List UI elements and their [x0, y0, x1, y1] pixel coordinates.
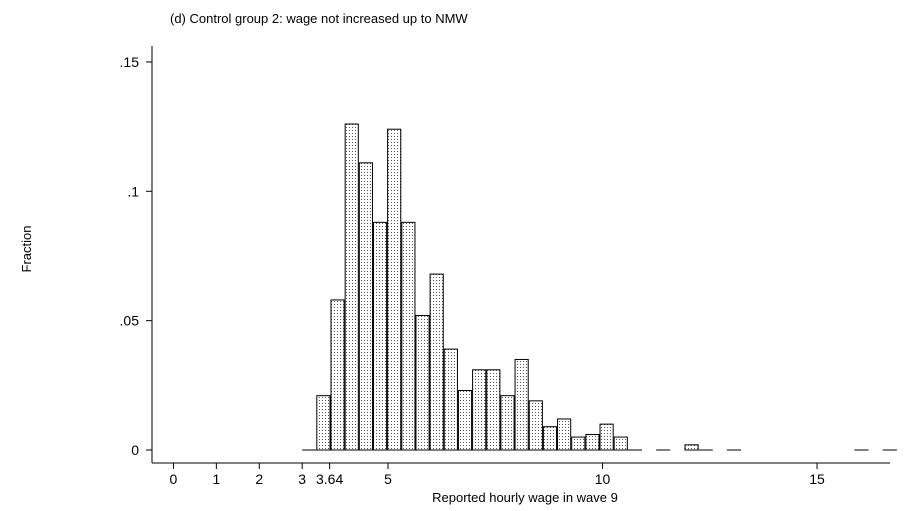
bars-group [302, 123, 897, 451]
histogram-bar [344, 123, 359, 451]
histogram-bar [443, 348, 458, 451]
chart-title: (d) Control group 2: wage not increased … [170, 11, 468, 26]
x-tick-label: 1 [212, 471, 220, 487]
histogram-bar [613, 436, 628, 451]
x-axis-label: Reported hourly wage in wave 9 [432, 490, 618, 505]
y-tick-label: .15 [120, 54, 140, 70]
x-tick-label: 5 [384, 471, 392, 487]
x-ticks-group: 0 1 2 3 3.64 5 10 15 [170, 463, 825, 487]
x-tick-label: 3.64 [316, 471, 343, 487]
histogram-bar [571, 436, 586, 451]
x-tick-label: 10 [595, 471, 611, 487]
histogram-bar [401, 221, 416, 451]
histogram-bar [542, 426, 558, 451]
histogram-bar [684, 444, 699, 451]
histogram-bar [330, 299, 345, 451]
histogram-bar [585, 433, 600, 451]
histogram-bar [457, 389, 473, 451]
histogram-bar [528, 400, 543, 451]
y-tick-label: 0 [131, 442, 139, 458]
histogram-bar [514, 358, 529, 451]
x-tick-label: 15 [809, 471, 825, 487]
histogram-bar [557, 418, 572, 451]
histogram-bar [387, 128, 402, 451]
y-tick-label: .1 [127, 183, 139, 199]
histogram-bar [415, 314, 430, 451]
histogram-bar [358, 162, 373, 451]
y-axis-label: Fraction [19, 226, 34, 273]
histogram-bar [316, 395, 331, 451]
x-tick-label: 3 [298, 471, 306, 487]
histogram-bar [599, 423, 614, 451]
histogram-bar [500, 395, 515, 451]
y-ticks-group: 0 .05 .1 .15 [120, 54, 152, 458]
histogram-bar [486, 369, 501, 451]
x-tick-label: 0 [170, 471, 178, 487]
histogram-bar [372, 221, 388, 451]
x-tick-label: 2 [255, 471, 263, 487]
histogram-bar [472, 369, 487, 451]
y-tick-label: .05 [120, 313, 140, 329]
histogram-bar [429, 273, 444, 451]
